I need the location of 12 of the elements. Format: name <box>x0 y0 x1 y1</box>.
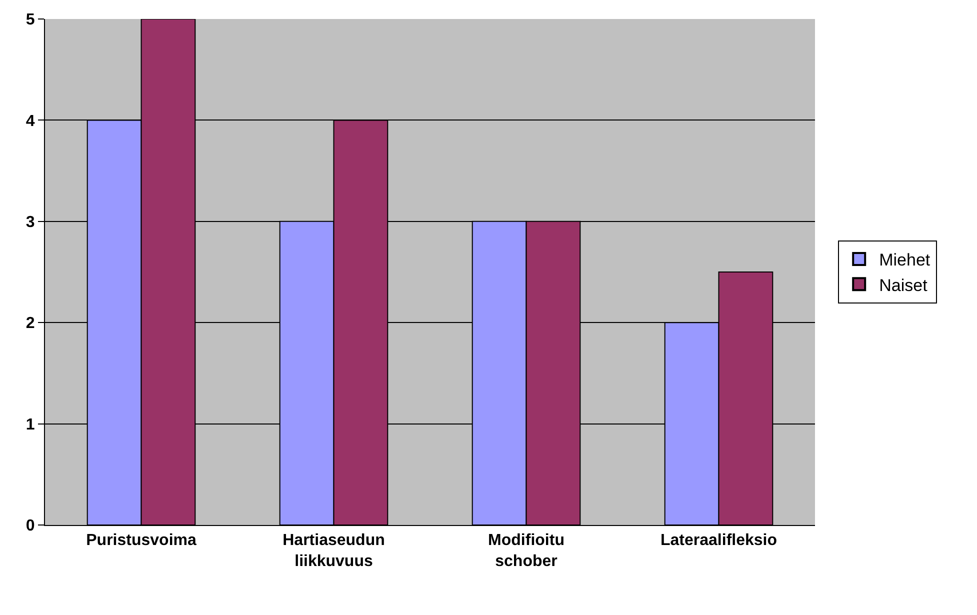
x-tick-label: Puristusvoima <box>86 532 196 550</box>
y-tick-label: 5 <box>26 12 35 29</box>
y-tick-label: 1 <box>26 416 35 434</box>
x-tick-label: Modifioitu schober <box>488 532 564 570</box>
x-tick-label: Lateraalifleksio <box>660 532 778 550</box>
y-tick-label: 2 <box>26 315 35 332</box>
x-tick-label: Hartiaseudun liikkuvuus <box>282 532 385 570</box>
y-tick-label: 3 <box>26 214 35 231</box>
legend-label: Naiset <box>879 276 928 295</box>
y-tick-label: 0 <box>26 518 35 535</box>
legend-label: Miehet <box>879 250 930 270</box>
y-tick-label: 4 <box>26 112 35 130</box>
